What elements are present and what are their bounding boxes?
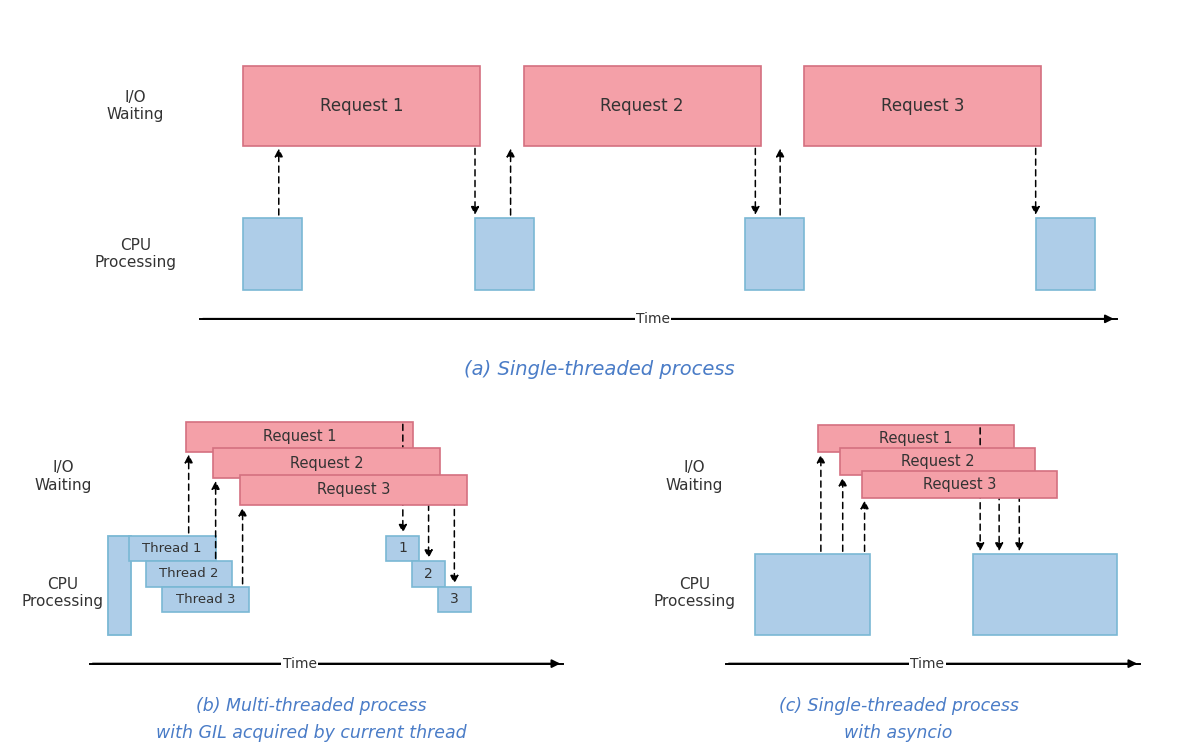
Text: Request 2: Request 2 — [901, 453, 974, 468]
Text: 3: 3 — [450, 593, 459, 606]
FancyBboxPatch shape — [240, 475, 467, 505]
Text: CPU
Processing: CPU Processing — [22, 577, 104, 609]
Text: Request 3: Request 3 — [881, 97, 964, 115]
FancyBboxPatch shape — [213, 448, 441, 478]
FancyBboxPatch shape — [973, 554, 1117, 635]
Text: (c) Single-threaded process
with asyncio: (c) Single-threaded process with asyncio — [779, 697, 1018, 741]
Text: (a) Single-threaded process: (a) Single-threaded process — [464, 360, 734, 379]
FancyBboxPatch shape — [818, 425, 1014, 451]
FancyBboxPatch shape — [108, 536, 131, 635]
Text: Thread 1: Thread 1 — [143, 542, 202, 555]
FancyBboxPatch shape — [146, 561, 232, 587]
FancyBboxPatch shape — [755, 554, 870, 635]
Text: 1: 1 — [399, 541, 407, 556]
Text: CPU
Processing: CPU Processing — [95, 238, 176, 270]
Text: CPU
Processing: CPU Processing — [653, 577, 736, 609]
FancyBboxPatch shape — [438, 587, 471, 612]
Text: Thread 3: Thread 3 — [176, 593, 236, 606]
FancyBboxPatch shape — [804, 66, 1041, 146]
Text: 2: 2 — [424, 567, 432, 581]
Text: Request 1: Request 1 — [879, 431, 952, 446]
FancyBboxPatch shape — [412, 561, 446, 587]
Text: Time: Time — [636, 312, 670, 326]
Text: Thread 2: Thread 2 — [159, 567, 219, 581]
Text: Request 1: Request 1 — [262, 429, 337, 444]
FancyBboxPatch shape — [129, 535, 216, 561]
Text: Request 2: Request 2 — [600, 97, 684, 115]
Text: Request 3: Request 3 — [316, 482, 391, 497]
FancyBboxPatch shape — [861, 471, 1057, 498]
FancyBboxPatch shape — [387, 535, 419, 561]
FancyBboxPatch shape — [745, 218, 804, 290]
FancyBboxPatch shape — [524, 66, 761, 146]
FancyBboxPatch shape — [186, 422, 413, 451]
FancyBboxPatch shape — [243, 66, 480, 146]
FancyBboxPatch shape — [476, 218, 534, 290]
Text: I/O
Waiting: I/O Waiting — [35, 460, 91, 493]
FancyBboxPatch shape — [840, 448, 1035, 475]
Text: I/O
Waiting: I/O Waiting — [107, 89, 164, 122]
FancyBboxPatch shape — [162, 587, 249, 612]
Text: Request 2: Request 2 — [290, 456, 363, 471]
Text: Request 1: Request 1 — [320, 97, 404, 115]
Text: Request 3: Request 3 — [922, 477, 997, 492]
Text: (b) Multi-threaded process
with GIL acquired by current thread: (b) Multi-threaded process with GIL acqu… — [156, 697, 467, 741]
Text: Time: Time — [283, 656, 316, 671]
FancyBboxPatch shape — [243, 218, 302, 290]
Text: Time: Time — [910, 656, 944, 671]
FancyBboxPatch shape — [1036, 218, 1095, 290]
Text: I/O
Waiting: I/O Waiting — [666, 460, 724, 493]
